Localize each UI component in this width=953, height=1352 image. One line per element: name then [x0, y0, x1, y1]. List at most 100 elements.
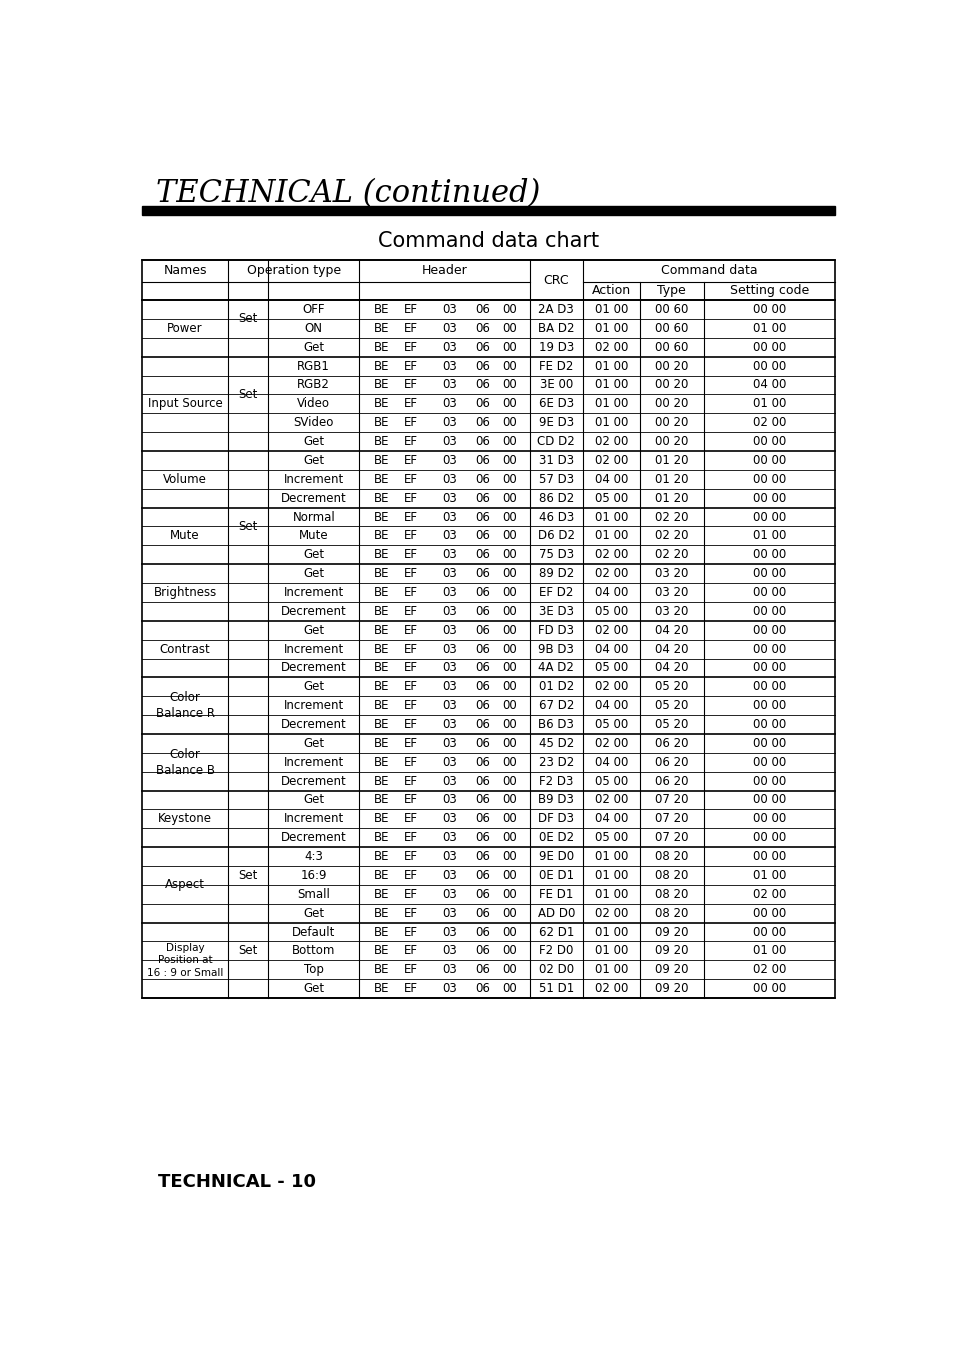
Text: Set: Set: [238, 312, 257, 326]
Text: BE: BE: [374, 416, 389, 429]
Text: BE: BE: [374, 699, 389, 713]
Text: 00 00: 00 00: [752, 360, 785, 373]
Text: 00 00: 00 00: [752, 794, 785, 807]
Text: 02 00: 02 00: [594, 907, 627, 919]
Text: Get: Get: [303, 566, 324, 580]
Text: EF: EF: [403, 926, 417, 938]
Text: 03: 03: [442, 907, 456, 919]
Text: TECHNICAL - 10: TECHNICAL - 10: [158, 1172, 315, 1191]
Text: EF: EF: [403, 530, 417, 542]
Text: 00 00: 00 00: [752, 680, 785, 694]
Text: BE: BE: [374, 585, 389, 599]
Text: 07 20: 07 20: [655, 794, 688, 807]
Text: EF: EF: [403, 756, 417, 769]
Text: 2A D3: 2A D3: [537, 303, 574, 316]
Text: BE: BE: [374, 303, 389, 316]
Text: Get: Get: [303, 982, 324, 995]
Text: BE: BE: [374, 831, 389, 844]
Text: 06: 06: [475, 604, 489, 618]
Text: EF: EF: [403, 907, 417, 919]
Text: EF: EF: [403, 604, 417, 618]
Text: BE: BE: [374, 623, 389, 637]
Text: 04 00: 04 00: [752, 379, 785, 392]
Text: 00 00: 00 00: [752, 850, 785, 863]
Text: 06: 06: [475, 794, 489, 807]
Text: 02 20: 02 20: [655, 549, 688, 561]
Text: Set: Set: [238, 521, 257, 533]
Text: BE: BE: [374, 926, 389, 938]
Text: Display
Position at
16 : 9 or Small: Display Position at 16 : 9 or Small: [147, 942, 223, 977]
Text: 02 00: 02 00: [594, 341, 627, 354]
Text: EF: EF: [403, 566, 417, 580]
Text: 06: 06: [475, 850, 489, 863]
Text: 01 20: 01 20: [655, 454, 688, 466]
Text: 00 00: 00 00: [752, 926, 785, 938]
Text: 00: 00: [501, 341, 517, 354]
Text: 03: 03: [442, 642, 456, 656]
Text: 00: 00: [501, 661, 517, 675]
Text: BE: BE: [374, 604, 389, 618]
Text: 01 D2: 01 D2: [538, 680, 574, 694]
Text: 00: 00: [501, 982, 517, 995]
Text: 01 00: 01 00: [594, 869, 627, 882]
Text: BE: BE: [374, 813, 389, 825]
Text: 3E 00: 3E 00: [539, 379, 573, 392]
Text: BE: BE: [374, 360, 389, 373]
Text: EF: EF: [403, 869, 417, 882]
Text: 00 00: 00 00: [752, 623, 785, 637]
Text: EF: EF: [403, 623, 417, 637]
Text: 03: 03: [442, 397, 456, 410]
Text: Increment: Increment: [283, 585, 343, 599]
Text: 03: 03: [442, 718, 456, 731]
Text: Command data chart: Command data chart: [378, 231, 598, 250]
Text: 06: 06: [475, 945, 489, 957]
Text: 00 00: 00 00: [752, 775, 785, 788]
Text: 08 20: 08 20: [655, 869, 688, 882]
Text: 00 20: 00 20: [655, 360, 688, 373]
Text: Names: Names: [163, 264, 207, 277]
Bar: [142, 260, 835, 998]
Text: 00: 00: [501, 794, 517, 807]
Text: 4:3: 4:3: [304, 850, 323, 863]
Text: 00 00: 00 00: [752, 831, 785, 844]
Text: 00: 00: [501, 737, 517, 750]
Text: BE: BE: [374, 511, 389, 523]
Text: 89 D2: 89 D2: [538, 566, 574, 580]
Text: 06: 06: [475, 756, 489, 769]
Text: 03 20: 03 20: [655, 585, 688, 599]
Text: BE: BE: [374, 473, 389, 485]
Text: 00 20: 00 20: [655, 416, 688, 429]
Text: 03: 03: [442, 416, 456, 429]
Text: 0E D2: 0E D2: [538, 831, 574, 844]
Text: 06: 06: [475, 322, 489, 335]
Text: 45 D2: 45 D2: [538, 737, 574, 750]
Text: Input Source: Input Source: [148, 397, 222, 410]
Text: 04 00: 04 00: [594, 585, 627, 599]
Text: Increment: Increment: [283, 699, 343, 713]
Text: 6E D3: 6E D3: [538, 397, 574, 410]
Text: Top: Top: [303, 963, 323, 976]
Text: 05 00: 05 00: [594, 492, 627, 504]
Text: 00 20: 00 20: [655, 397, 688, 410]
Text: F2 D0: F2 D0: [538, 945, 573, 957]
Text: 23 D2: 23 D2: [538, 756, 574, 769]
Text: 06: 06: [475, 926, 489, 938]
Text: 08 20: 08 20: [655, 907, 688, 919]
Text: BE: BE: [374, 869, 389, 882]
Text: 03 20: 03 20: [655, 604, 688, 618]
Text: 02 00: 02 00: [752, 416, 785, 429]
Text: Get: Get: [303, 794, 324, 807]
Text: 00 00: 00 00: [752, 585, 785, 599]
Text: 03: 03: [442, 585, 456, 599]
Text: BE: BE: [374, 435, 389, 448]
Text: Mute: Mute: [298, 530, 328, 542]
Text: 00: 00: [501, 623, 517, 637]
Text: 05 00: 05 00: [594, 661, 627, 675]
Text: 03: 03: [442, 963, 456, 976]
Text: 01 00: 01 00: [594, 360, 627, 373]
Text: BE: BE: [374, 492, 389, 504]
Text: 01 00: 01 00: [594, 530, 627, 542]
Text: EF: EF: [403, 699, 417, 713]
Text: 06: 06: [475, 775, 489, 788]
Text: BE: BE: [374, 680, 389, 694]
